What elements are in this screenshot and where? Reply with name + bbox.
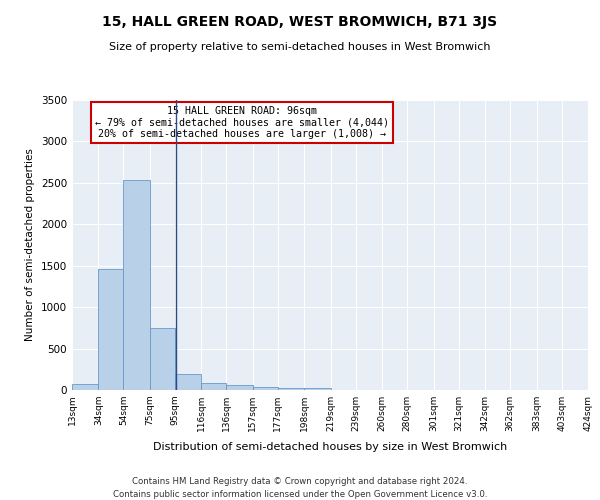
Bar bbox=[98, 269, 124, 390]
Bar bbox=[253, 386, 278, 390]
Bar bbox=[124, 180, 150, 390]
Y-axis label: Number of semi-detached properties: Number of semi-detached properties bbox=[25, 148, 35, 342]
Bar bbox=[226, 386, 253, 390]
Bar bbox=[304, 388, 331, 390]
Bar bbox=[278, 388, 304, 390]
Text: Size of property relative to semi-detached houses in West Bromwich: Size of property relative to semi-detach… bbox=[109, 42, 491, 52]
Text: Contains HM Land Registry data © Crown copyright and database right 2024.: Contains HM Land Registry data © Crown c… bbox=[132, 478, 468, 486]
Text: 15, HALL GREEN ROAD, WEST BROMWICH, B71 3JS: 15, HALL GREEN ROAD, WEST BROMWICH, B71 … bbox=[103, 15, 497, 29]
Text: Distribution of semi-detached houses by size in West Bromwich: Distribution of semi-detached houses by … bbox=[153, 442, 507, 452]
Bar bbox=[202, 384, 226, 390]
Bar bbox=[150, 328, 175, 390]
Bar bbox=[72, 384, 98, 390]
Bar bbox=[175, 374, 202, 390]
Text: Contains public sector information licensed under the Open Government Licence v3: Contains public sector information licen… bbox=[113, 490, 487, 499]
Text: 15 HALL GREEN ROAD: 96sqm
← 79% of semi-detached houses are smaller (4,044)
20% : 15 HALL GREEN ROAD: 96sqm ← 79% of semi-… bbox=[95, 106, 389, 139]
